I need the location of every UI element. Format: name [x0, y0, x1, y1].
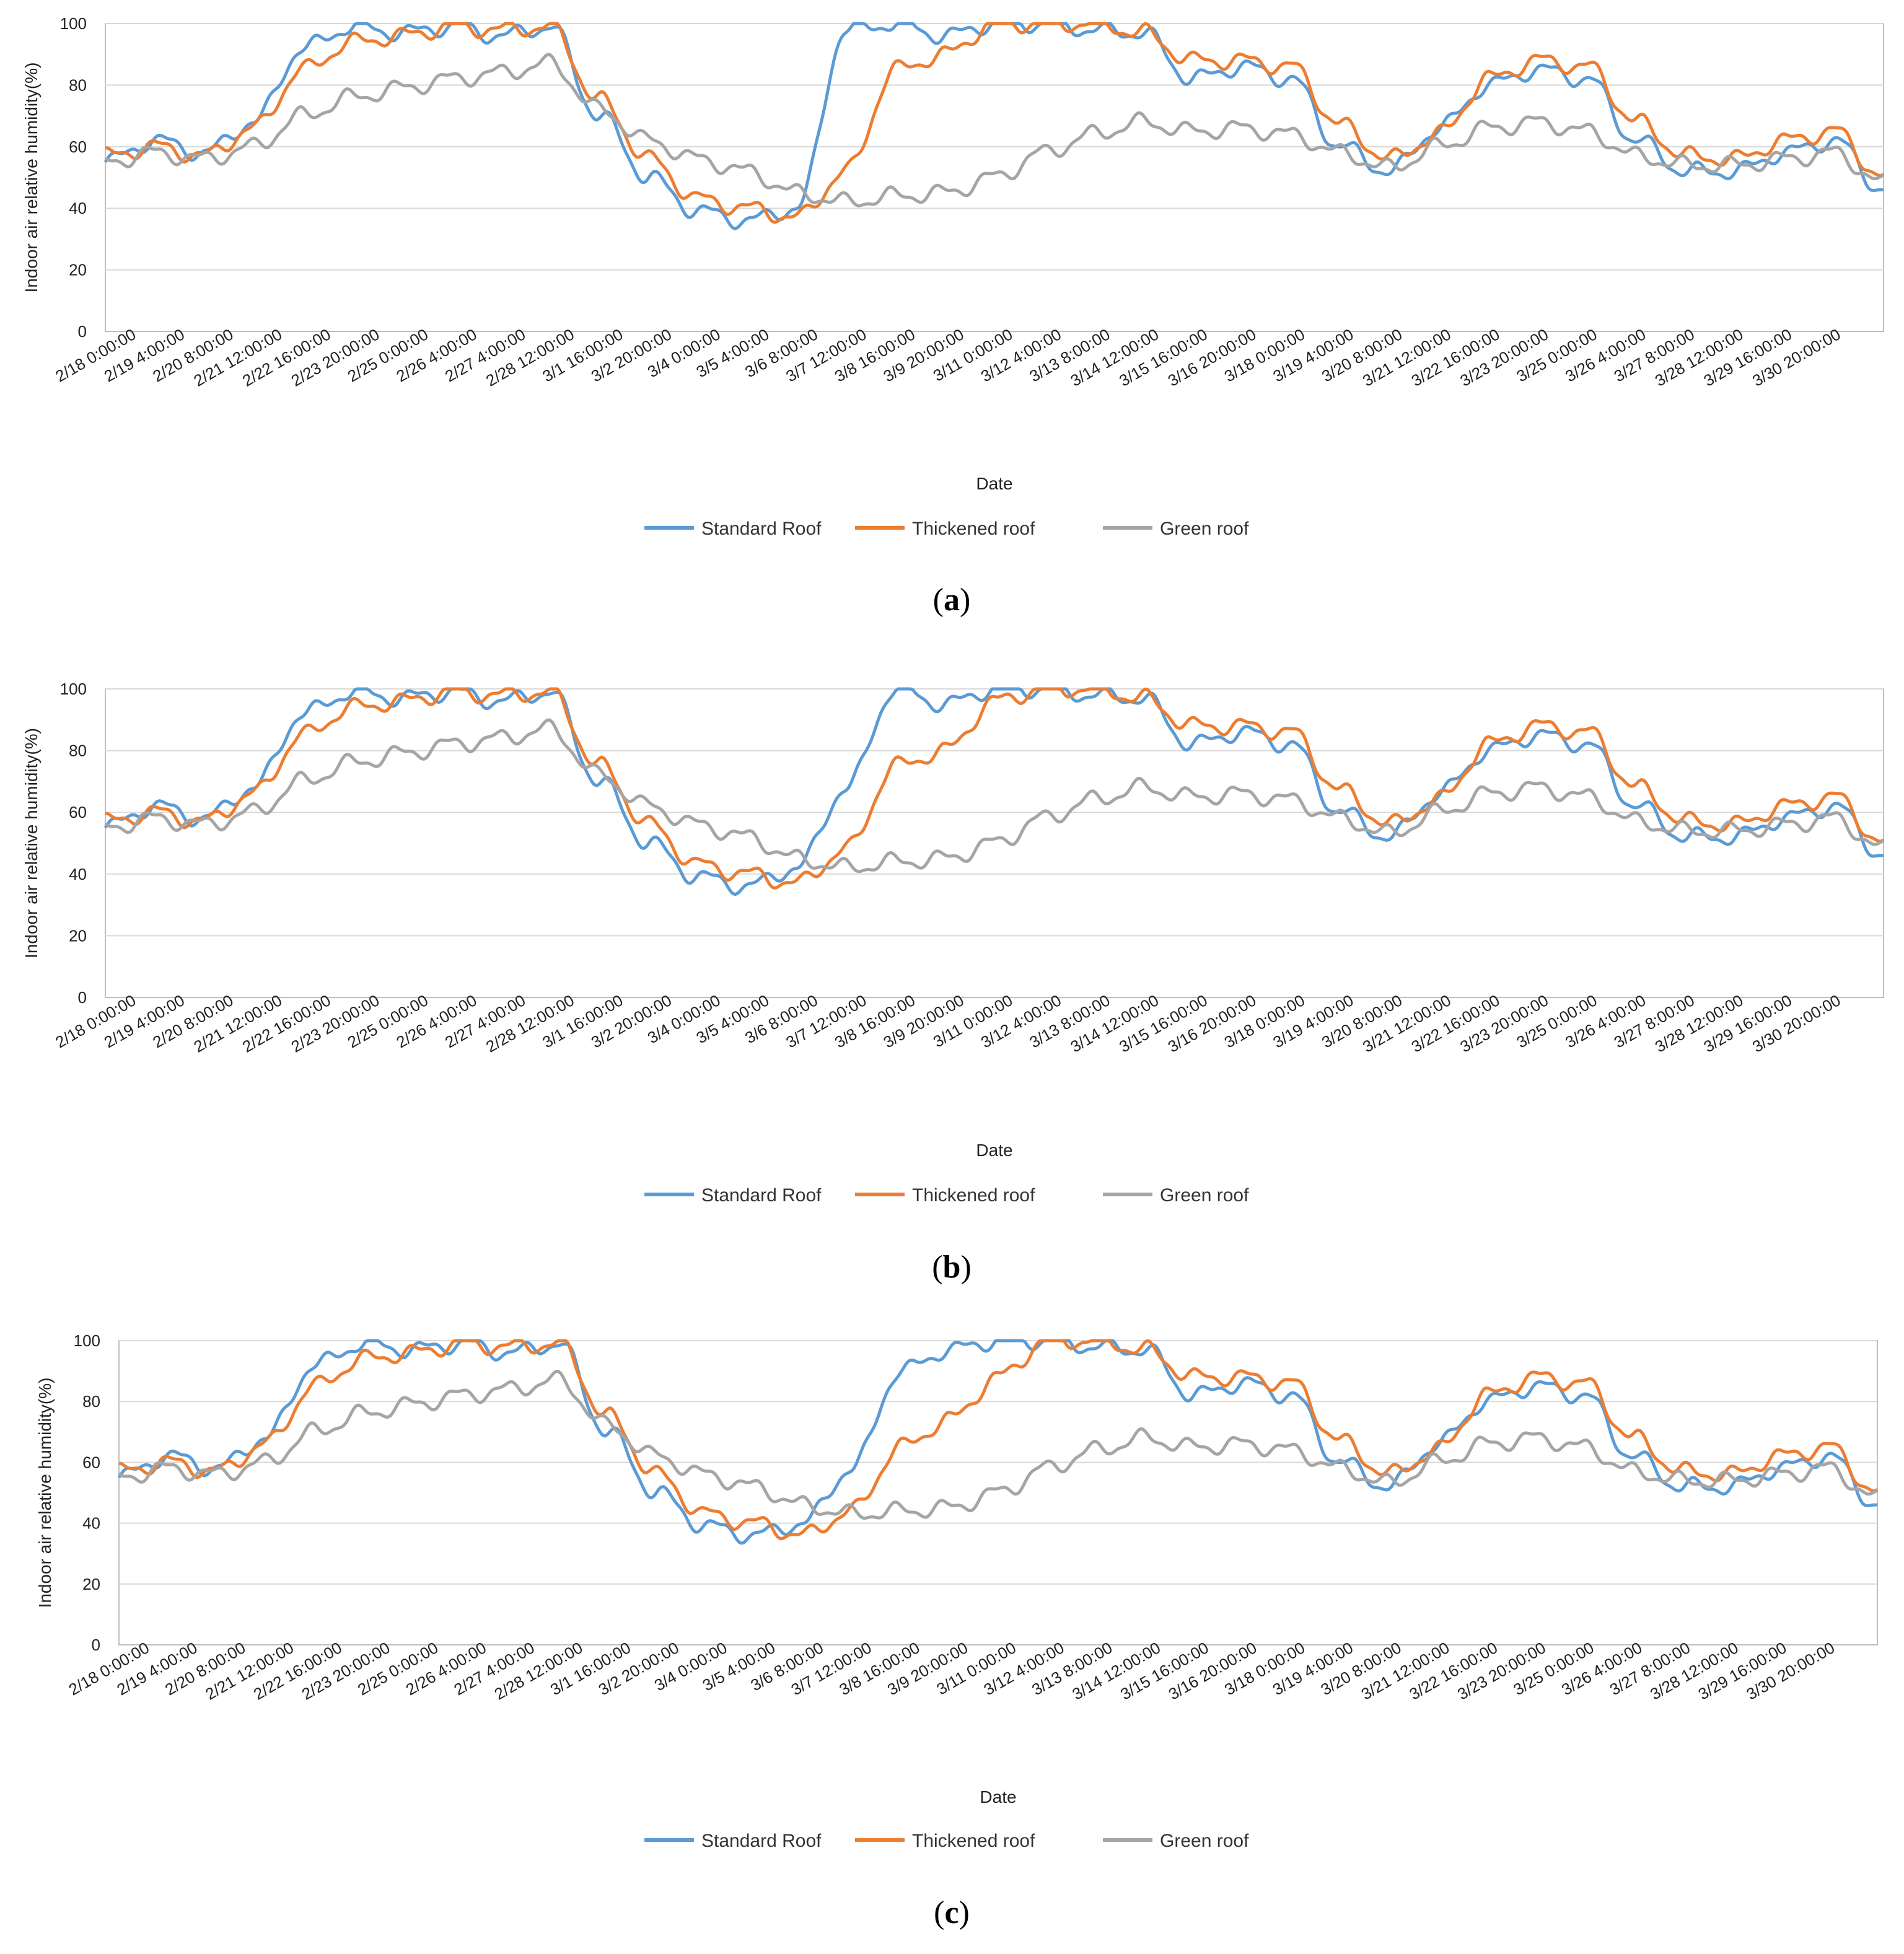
- series-line-thickened-roof: [105, 22, 1885, 224]
- legend-label: Standard Roof: [701, 1831, 822, 1851]
- y-tick-label: 20: [82, 1575, 100, 1593]
- panel-letter: b: [943, 1250, 961, 1285]
- panel-letter: c: [944, 1895, 959, 1930]
- legend-label: Standard Roof: [701, 1185, 822, 1206]
- panel-label: (c): [934, 1895, 970, 1930]
- y-axis-label: Indoor air relative humidity(%): [35, 1378, 55, 1608]
- y-tick-label: 40: [82, 1514, 100, 1533]
- y-tick-label: 20: [69, 261, 87, 279]
- x-axis-label: Date: [980, 1787, 1016, 1807]
- series-line-standard-roof: [117, 1339, 1878, 1545]
- y-tick-label: 80: [69, 76, 87, 94]
- series-line-green-roof: [104, 718, 1884, 874]
- y-tick-label: 0: [78, 988, 87, 1007]
- y-tick-label: 20: [69, 926, 87, 945]
- y-tick-label: 100: [60, 680, 87, 698]
- y-tick-label: 80: [69, 742, 87, 760]
- series-line-green-roof: [104, 53, 1884, 208]
- y-tick-label: 40: [69, 865, 87, 883]
- y-tick-label: 60: [69, 803, 87, 821]
- y-tick-label: 100: [74, 1331, 100, 1350]
- legend-label: Thickened roof: [912, 1185, 1035, 1206]
- y-tick-label: 100: [60, 14, 87, 33]
- legend-label: Standard Roof: [701, 519, 822, 539]
- y-axis-label: Indoor air relative humidity(%): [22, 728, 41, 958]
- y-axis-label: Indoor air relative humidity(%): [22, 63, 41, 293]
- y-tick-label: 80: [82, 1392, 100, 1411]
- panel-label: (a): [933, 582, 971, 618]
- series-line-thickened-roof: [105, 687, 1885, 890]
- x-axis-label: Date: [976, 474, 1012, 493]
- y-tick-label: 60: [82, 1453, 100, 1471]
- y-tick-label: 0: [78, 322, 87, 341]
- series-line-standard-roof: [103, 687, 1884, 896]
- legend-label: Green roof: [1160, 1831, 1249, 1851]
- panel-label: (b): [932, 1250, 972, 1285]
- panel-letter: a: [944, 582, 960, 618]
- y-tick-label: 0: [92, 1636, 100, 1654]
- series-line-thickened-roof: [118, 1339, 1879, 1541]
- series-line-green-roof: [118, 1370, 1878, 1520]
- x-axis-label: Date: [976, 1141, 1012, 1160]
- legend-label: Green roof: [1160, 519, 1249, 539]
- legend-label: Green roof: [1160, 1185, 1249, 1206]
- legend-label: Thickened roof: [912, 519, 1035, 539]
- y-tick-label: 60: [69, 138, 87, 156]
- y-tick-label: 40: [69, 199, 87, 217]
- legend-label: Thickened roof: [912, 1831, 1035, 1851]
